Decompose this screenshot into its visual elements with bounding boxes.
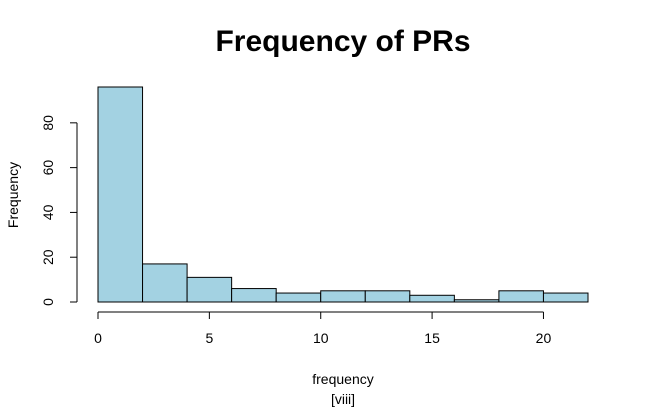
y-axis-label: Frequency [5, 162, 21, 228]
x-axis: 0 5 10 15 20 [94, 311, 552, 346]
x-axis-label: frequency [312, 371, 373, 387]
histogram-bar [275, 292, 322, 303]
x-axis-sublabel: [viii] [331, 391, 355, 407]
x-tick-label: 0 [94, 330, 102, 346]
histogram-bar [320, 290, 366, 303]
histogram-bar [498, 290, 544, 303]
x-tick-label: 20 [536, 330, 552, 346]
x-tick-label: 5 [205, 330, 213, 346]
histogram-bar [97, 86, 144, 303]
histogram-bar [542, 292, 589, 303]
y-tick-label: 40 [40, 204, 56, 220]
x-tick-label: 15 [424, 330, 440, 346]
y-tick-label: 0 [40, 298, 56, 306]
histogram-bar [453, 299, 500, 303]
histogram-bar [409, 294, 455, 303]
y-tick-label: 60 [40, 160, 56, 176]
y-tick-label: 80 [40, 115, 56, 131]
histogram-bar [231, 288, 277, 303]
histogram-bar [186, 276, 233, 303]
histogram-bar [142, 263, 188, 303]
bars-group [97, 86, 589, 303]
histogram-bar [364, 290, 411, 303]
chart-title: Frequency of PRs [215, 25, 470, 58]
x-tick-label: 10 [313, 330, 329, 346]
y-tick-label: 20 [40, 249, 56, 265]
y-axis: 0 20 40 60 80 [40, 115, 78, 306]
